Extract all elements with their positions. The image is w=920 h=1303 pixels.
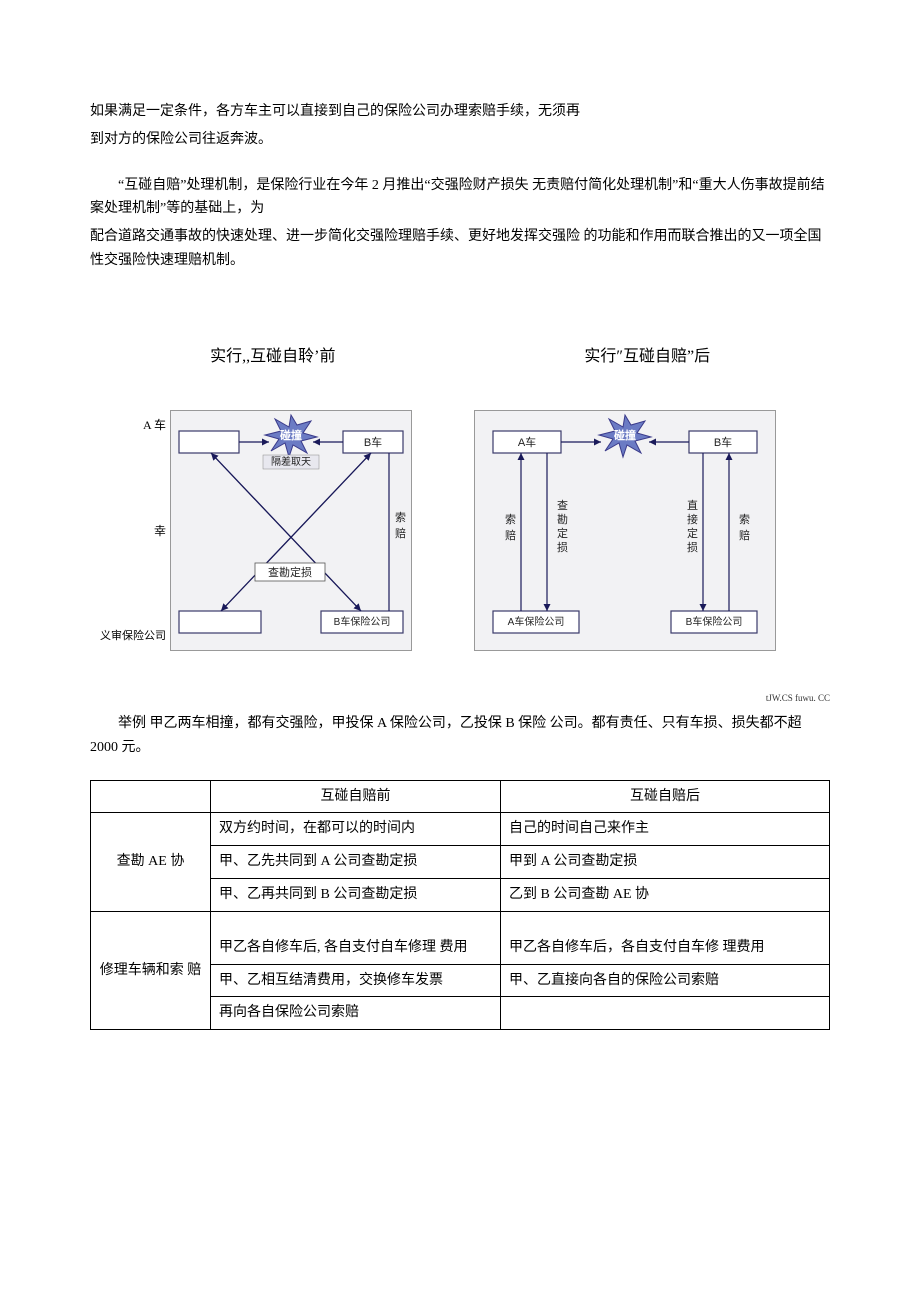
table-row: 修理车辆和索 赔 甲乙各自修车后, 各自支付自车修理 费用 甲乙各自修车后，各自…: [91, 911, 830, 964]
g1-r0-after: 自己的时间自己来作主: [501, 813, 830, 846]
svg-text:损: 损: [557, 540, 568, 554]
g2-label: 修理车辆和索 赔: [91, 911, 211, 1029]
before-sub-burst: 隔差取天: [271, 455, 311, 468]
before-burst-text: 碰撞: [280, 428, 302, 442]
svg-text:赔: 赔: [505, 528, 516, 542]
g2-r2-after: [501, 997, 830, 1030]
after-b-ins: B车保险公司: [686, 615, 743, 628]
diagram-before-title: 实行,,互碰自聆’前: [210, 343, 335, 370]
after-a-car: A车: [518, 435, 536, 449]
diagram-before: 实行,,互碰自聆’前 A 车 幸 义审保险公司: [100, 343, 446, 651]
th-blank: [91, 780, 211, 813]
svg-text:定: 定: [557, 526, 568, 540]
diagram-after: 实行″互碰自赔”后 碰撞: [474, 343, 820, 651]
before-side-top: A 车: [143, 415, 166, 435]
para-2: 到对方的保险公司往返奔波。: [90, 128, 830, 152]
para-3: “互碰自赔”处理机制，是保险行业在今年 2 月推出“交强险财产损失 无责赔付简化…: [90, 174, 830, 222]
example-para: 举例 甲乙两车相撞，都有交强险，甲投保 A 保险公司，乙投保 B 保险 公司。都…: [90, 712, 830, 760]
th-before: 互碰自赔前: [211, 780, 501, 813]
before-cross-label: 查勘定损: [268, 565, 312, 579]
before-side-bottom: 义审保险公司: [100, 627, 166, 646]
svg-text:勘: 勘: [557, 513, 568, 526]
diagrams-row: 实行,,互碰自聆’前 A 车 幸 义审保险公司: [90, 343, 830, 651]
svg-text:赔: 赔: [739, 528, 750, 542]
svg-text:直: 直: [687, 498, 698, 512]
g2-r2-before: 再向各自保险公司索赔: [211, 997, 501, 1030]
g2-r0-after: 甲乙各自修车后，各自支付自车修 理费用: [501, 911, 830, 964]
svg-text:索: 索: [739, 512, 750, 526]
svg-text:接: 接: [687, 513, 698, 526]
g2-r1-before: 甲、乙相互结清费用，交换修车发票: [211, 964, 501, 997]
g1-r1-after: 甲到 A 公司查勘定损: [501, 846, 830, 879]
footnote: tJW.CS fuwu. CC: [90, 691, 830, 706]
after-a-ins: A车保险公司: [508, 615, 565, 628]
g2-r1-after: 甲、乙直接向各自的保险公司索赔: [501, 964, 830, 997]
after-burst-text: 碰撞: [614, 428, 636, 442]
g1-r2-before: 甲、乙再共同到 B 公司查勘定损: [211, 879, 501, 912]
diagram-after-svg: 碰撞 索 赔 查: [474, 410, 776, 651]
g2-r0-before: 甲乙各自修车后, 各自支付自车修理 费用: [211, 911, 501, 964]
diagram-after-title: 实行″互碰自赔”后: [584, 343, 710, 370]
para-4: 配合道路交通事故的快速处理、进一步简化交强险理赔手续、更好地发挥交强险 的功能和…: [90, 225, 830, 273]
th-after: 互碰自赔后: [501, 780, 830, 813]
para-1: 如果满足一定条件，各方车主可以直接到自己的保险公司办理索赔手续，无须再: [90, 100, 830, 124]
g1-r1-before: 甲、乙先共同到 A 公司查勘定损: [211, 846, 501, 879]
svg-text:损: 损: [687, 540, 698, 554]
diagram-before-svg: 碰撞 隔差取天 索 赔: [170, 410, 412, 651]
svg-text:定: 定: [687, 526, 698, 540]
g1-label: 查勘 AE 协: [91, 813, 211, 911]
table-header-row: 互碰自赔前 互碰自赔后: [91, 780, 830, 813]
before-right-label-2: 赔: [395, 526, 406, 540]
before-right-label-1: 索: [395, 510, 406, 524]
g1-r2-after: 乙到 B 公司查勘 AE 协: [501, 879, 830, 912]
table-row: 查勘 AE 协 双方约时间，在都可以的时间内 自己的时间自己来作主: [91, 813, 830, 846]
svg-text:查: 查: [557, 498, 568, 512]
g1-r0-before: 双方约时间，在都可以的时间内: [211, 813, 501, 846]
svg-text:索: 索: [505, 512, 516, 526]
after-b-car: B车: [714, 435, 732, 449]
before-b-ins: B车保险公司: [334, 615, 391, 628]
before-side-mid: 幸: [154, 521, 166, 541]
comparison-table: 互碰自赔前 互碰自赔后 查勘 AE 协 双方约时间，在都可以的时间内 自己的时间…: [90, 780, 830, 1031]
before-b-car: B车: [364, 435, 382, 449]
